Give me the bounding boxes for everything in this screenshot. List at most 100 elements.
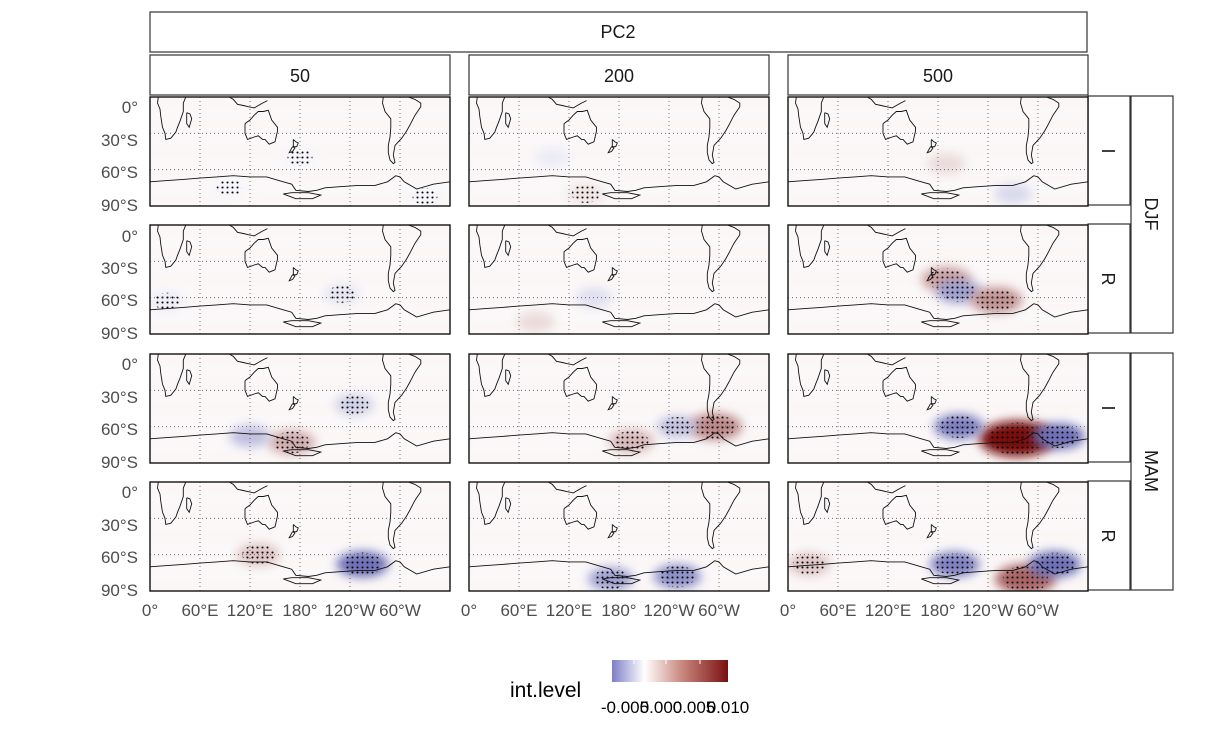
coastline xyxy=(611,267,618,276)
column-strip-label: 200 xyxy=(604,66,634,86)
column-strip-200: 200 xyxy=(468,54,770,96)
coastline xyxy=(866,354,906,366)
map-panels xyxy=(149,96,1089,592)
coastline xyxy=(283,577,323,585)
coastline xyxy=(469,303,769,320)
significance-stipple xyxy=(216,179,242,197)
panel-border xyxy=(787,96,1089,207)
x-tick-label: 120°E xyxy=(865,601,912,620)
map-panel xyxy=(149,224,451,335)
coastline xyxy=(1020,225,1060,293)
y-tick-label: 30°S xyxy=(101,516,138,535)
x-tick-label: 60°W xyxy=(379,601,421,620)
panel-border xyxy=(787,481,1089,592)
coastline xyxy=(150,432,450,449)
y-tick-label: 0° xyxy=(122,355,138,374)
coastline xyxy=(930,524,937,533)
coastline xyxy=(292,139,299,148)
x-tick-label: 0° xyxy=(461,601,477,620)
coastline xyxy=(288,146,296,154)
coastline xyxy=(228,482,268,494)
x-tick-label: 180° xyxy=(601,601,636,620)
significance-stipple xyxy=(659,565,696,588)
coastline xyxy=(476,97,506,140)
y-tick-label: 30°S xyxy=(101,259,138,278)
coastline xyxy=(382,354,422,422)
coastline xyxy=(795,354,825,397)
legend-tick-label: 0.005 xyxy=(673,698,716,717)
coastline xyxy=(150,175,450,192)
panel-border xyxy=(468,481,770,592)
panel-border xyxy=(149,481,451,592)
panel-border xyxy=(468,96,770,207)
title-strip-label: PC2 xyxy=(600,22,635,42)
significance-stipple xyxy=(343,552,382,577)
coastline xyxy=(926,403,934,411)
coastline xyxy=(382,225,422,293)
coastline xyxy=(926,274,934,282)
map-panel xyxy=(787,353,1089,464)
coastline xyxy=(283,449,323,457)
row-strip-label: I xyxy=(1098,405,1118,410)
significance-stipple xyxy=(936,553,974,576)
panel-border xyxy=(787,224,1089,335)
coastline xyxy=(1020,97,1060,165)
y-tick-label: 90°S xyxy=(101,324,138,343)
row-strip-djf-r: R xyxy=(1087,223,1131,334)
y-tick-label: 30°S xyxy=(101,388,138,407)
coastline xyxy=(563,366,597,402)
y-tick-label: 0° xyxy=(122,483,138,502)
x-tick-label: 60°E xyxy=(819,601,856,620)
coastline xyxy=(150,560,450,577)
coastline xyxy=(505,369,512,386)
significance-stipple xyxy=(328,285,355,303)
column-strip-label: 500 xyxy=(923,66,953,86)
coastline xyxy=(602,577,642,585)
map-panel xyxy=(468,353,770,464)
coastline xyxy=(882,366,916,402)
anomaly-patch xyxy=(516,311,555,333)
significance-stipple xyxy=(941,281,976,303)
significance-stipple xyxy=(153,292,180,310)
coastline xyxy=(469,432,769,449)
y-axis: 0° 30°S 60°S 90°S 0° 30°S 60°S 90°S 0° 3… xyxy=(101,98,138,600)
coastline xyxy=(476,225,506,268)
coastline xyxy=(563,109,597,145)
panel-border xyxy=(149,353,451,464)
coastline xyxy=(824,497,831,514)
panel-border xyxy=(149,96,451,207)
map-panel xyxy=(787,224,1089,335)
y-tick-label: 60°S xyxy=(101,548,138,567)
row-strip-mam-i: I xyxy=(1087,352,1131,463)
coastline xyxy=(602,449,642,457)
x-tick-label: 180° xyxy=(920,601,955,620)
coastline xyxy=(701,225,741,293)
coastline xyxy=(228,225,268,237)
coastline xyxy=(882,109,916,145)
column-strip-label: 50 xyxy=(290,66,310,86)
coastline xyxy=(701,482,741,550)
column-strip-50: 50 xyxy=(149,54,451,96)
row-strip-label: R xyxy=(1098,273,1118,286)
coastline xyxy=(866,225,906,237)
coastline xyxy=(882,237,916,273)
y-tick-label: 90°S xyxy=(101,581,138,600)
coastline xyxy=(244,366,278,402)
coastline xyxy=(469,175,769,192)
legend-tick-label: -0.005 xyxy=(601,698,649,717)
significance-stipple xyxy=(593,568,628,590)
panel-border xyxy=(468,353,770,464)
coastline xyxy=(611,524,618,533)
coastline xyxy=(921,577,961,585)
map-panel xyxy=(787,481,1089,592)
coastline xyxy=(930,139,937,148)
map-panel xyxy=(468,224,770,335)
coastline xyxy=(602,192,642,200)
season-strip-djf: DJF xyxy=(1130,95,1174,334)
coastline xyxy=(882,494,916,530)
significance-stipple xyxy=(571,184,600,203)
y-tick-label: 90°S xyxy=(101,196,138,215)
coastline xyxy=(602,320,642,328)
coastline xyxy=(926,146,934,154)
coastline xyxy=(244,494,278,530)
